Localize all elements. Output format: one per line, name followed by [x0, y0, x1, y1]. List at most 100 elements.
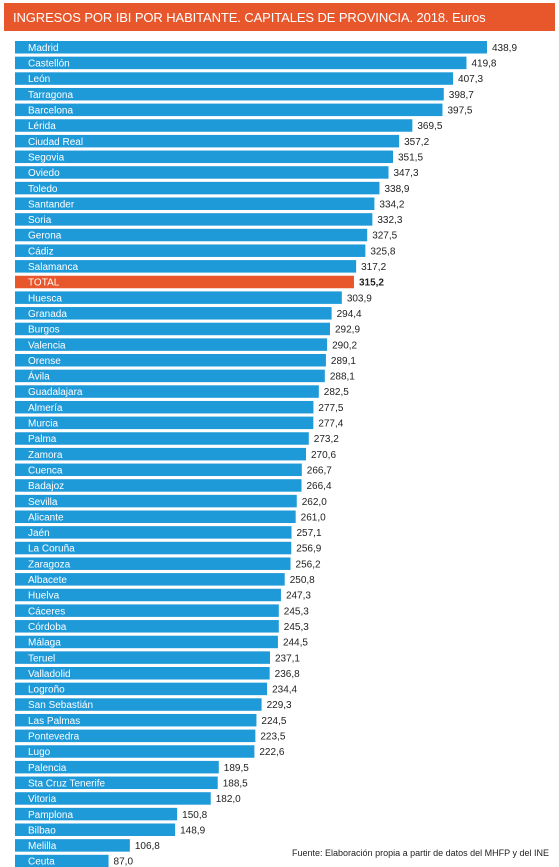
bar-48	[15, 792, 211, 805]
value-label-16: 303,9	[347, 293, 372, 304]
value-label-27: 266,7	[307, 465, 332, 476]
bar-26	[15, 447, 307, 461]
bar-47	[15, 776, 218, 790]
bar-44	[15, 729, 256, 743]
category-label-36: Cáceres	[28, 606, 65, 617]
bar-12	[15, 228, 368, 242]
value-label-35: 247,3	[286, 591, 311, 602]
bar-1	[15, 56, 467, 70]
value-label-5: 369,5	[417, 121, 442, 132]
bar-28	[15, 479, 302, 492]
value-label-3: 398,7	[449, 90, 474, 101]
category-label-32: La Coruña	[28, 544, 75, 555]
category-label-5: Lérida	[28, 121, 56, 132]
value-label-52: 87,0	[114, 857, 134, 867]
value-label-38: 244,5	[283, 638, 308, 649]
value-label-42: 229,3	[267, 700, 292, 711]
category-label-9: Toledo	[28, 184, 58, 195]
category-label-17: Granada	[28, 309, 67, 320]
category-label-30: Alicante	[28, 512, 64, 523]
category-label-33: Zaragoza	[28, 559, 71, 570]
category-label-50: Bilbao	[28, 825, 56, 836]
value-label-39: 237,1	[275, 653, 300, 664]
value-label-49: 150,8	[182, 810, 207, 821]
value-label-8: 347,3	[393, 168, 418, 179]
bar-9	[15, 181, 380, 195]
bar-25	[15, 432, 309, 445]
value-label-40: 236,8	[275, 669, 300, 680]
value-label-10: 334,2	[379, 199, 404, 210]
value-label-50: 148,9	[180, 825, 205, 836]
category-label-3: Tarragona	[28, 90, 73, 101]
bar-34	[15, 573, 285, 586]
category-label-26: Zamora	[28, 450, 63, 461]
category-label-15: TOTAL	[28, 278, 60, 289]
value-label-4: 397,5	[447, 106, 472, 117]
value-label-1: 419,8	[471, 59, 496, 70]
category-label-11: Soria	[28, 215, 52, 226]
category-label-21: Ávila	[28, 370, 50, 383]
value-label-26: 270,6	[311, 450, 336, 461]
category-label-18: Burgos	[28, 325, 60, 336]
category-label-34: Albacete	[28, 575, 67, 586]
value-label-44: 223,5	[260, 732, 285, 743]
bar-13	[15, 244, 366, 257]
value-label-43: 224,5	[261, 716, 286, 727]
category-label-51: Melilla	[28, 841, 57, 852]
value-label-25: 273,2	[314, 434, 339, 445]
bar-14	[15, 260, 357, 273]
value-label-9: 338,9	[384, 184, 409, 195]
category-label-40: Valladolid	[28, 669, 71, 680]
category-label-7: Segovia	[28, 152, 65, 163]
bar-4	[15, 103, 443, 117]
value-label-33: 256,2	[296, 559, 321, 570]
value-label-0: 438,9	[492, 43, 517, 54]
category-label-46: Palencia	[28, 763, 67, 774]
bar-46	[15, 760, 219, 774]
bar-22	[15, 385, 319, 398]
value-label-51: 106,8	[135, 841, 160, 852]
bar-24	[15, 416, 314, 430]
value-label-29: 262,0	[302, 497, 327, 508]
category-label-44: Pontevedra	[28, 732, 80, 743]
category-label-22: Guadalajara	[28, 387, 83, 398]
category-label-31: Jaén	[28, 528, 50, 539]
bar-51	[15, 839, 130, 852]
value-label-32: 256,9	[296, 544, 321, 555]
category-label-39: Teruel	[28, 653, 55, 664]
value-label-11: 332,3	[377, 215, 402, 226]
value-label-22: 282,5	[324, 387, 349, 398]
bar-10	[15, 197, 375, 210]
category-label-8: Oviedo	[28, 168, 60, 179]
value-label-45: 222,6	[259, 747, 284, 758]
bar-32	[15, 541, 292, 555]
category-label-4: Barcelona	[28, 106, 73, 117]
category-label-14: Salamanca	[28, 262, 78, 273]
category-label-43: Las Palmas	[28, 716, 80, 727]
category-label-49: Pamplona	[28, 810, 73, 821]
value-label-36: 245,3	[284, 606, 309, 617]
value-label-17: 294,4	[337, 309, 362, 320]
bar-27	[15, 463, 302, 477]
value-label-30: 261,0	[301, 512, 326, 523]
value-label-31: 257,1	[296, 528, 321, 539]
category-label-20: Orense	[28, 356, 61, 367]
value-label-6: 357,2	[404, 137, 429, 148]
bar-18	[15, 322, 330, 336]
value-label-24: 277,4	[318, 419, 343, 430]
source-note: Fuente: Elaboración propia a partir de d…	[292, 848, 549, 858]
bar-41	[15, 682, 268, 696]
category-label-52: Ceuta	[28, 857, 55, 867]
category-label-41: Logroño	[28, 685, 65, 696]
category-label-0: Madrid	[28, 43, 59, 54]
bar-8	[15, 166, 389, 179]
bar-5	[15, 119, 413, 132]
bar-42	[15, 698, 262, 711]
value-label-47: 188,5	[223, 778, 248, 789]
category-label-25: Palma	[28, 434, 57, 445]
bar-11	[15, 213, 373, 226]
bar-31	[15, 526, 292, 539]
value-label-19: 290,2	[332, 340, 357, 351]
value-label-41: 234,4	[272, 685, 297, 696]
